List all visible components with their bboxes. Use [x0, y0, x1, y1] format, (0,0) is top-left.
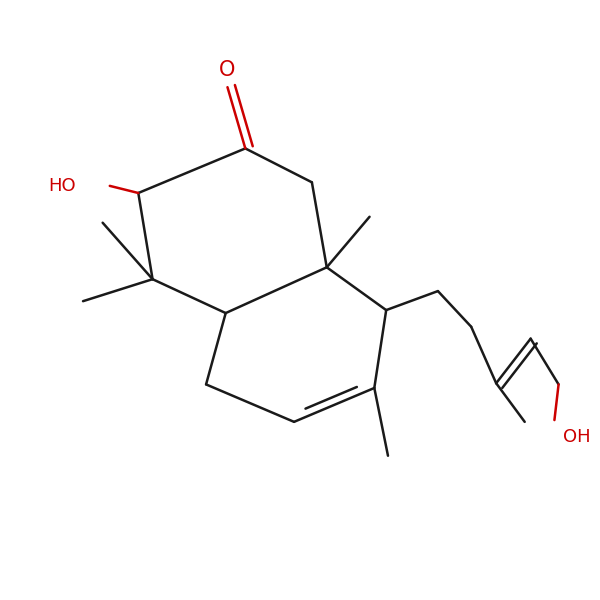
- Text: OH: OH: [563, 428, 591, 446]
- Text: HO: HO: [48, 177, 76, 195]
- Text: O: O: [219, 60, 236, 80]
